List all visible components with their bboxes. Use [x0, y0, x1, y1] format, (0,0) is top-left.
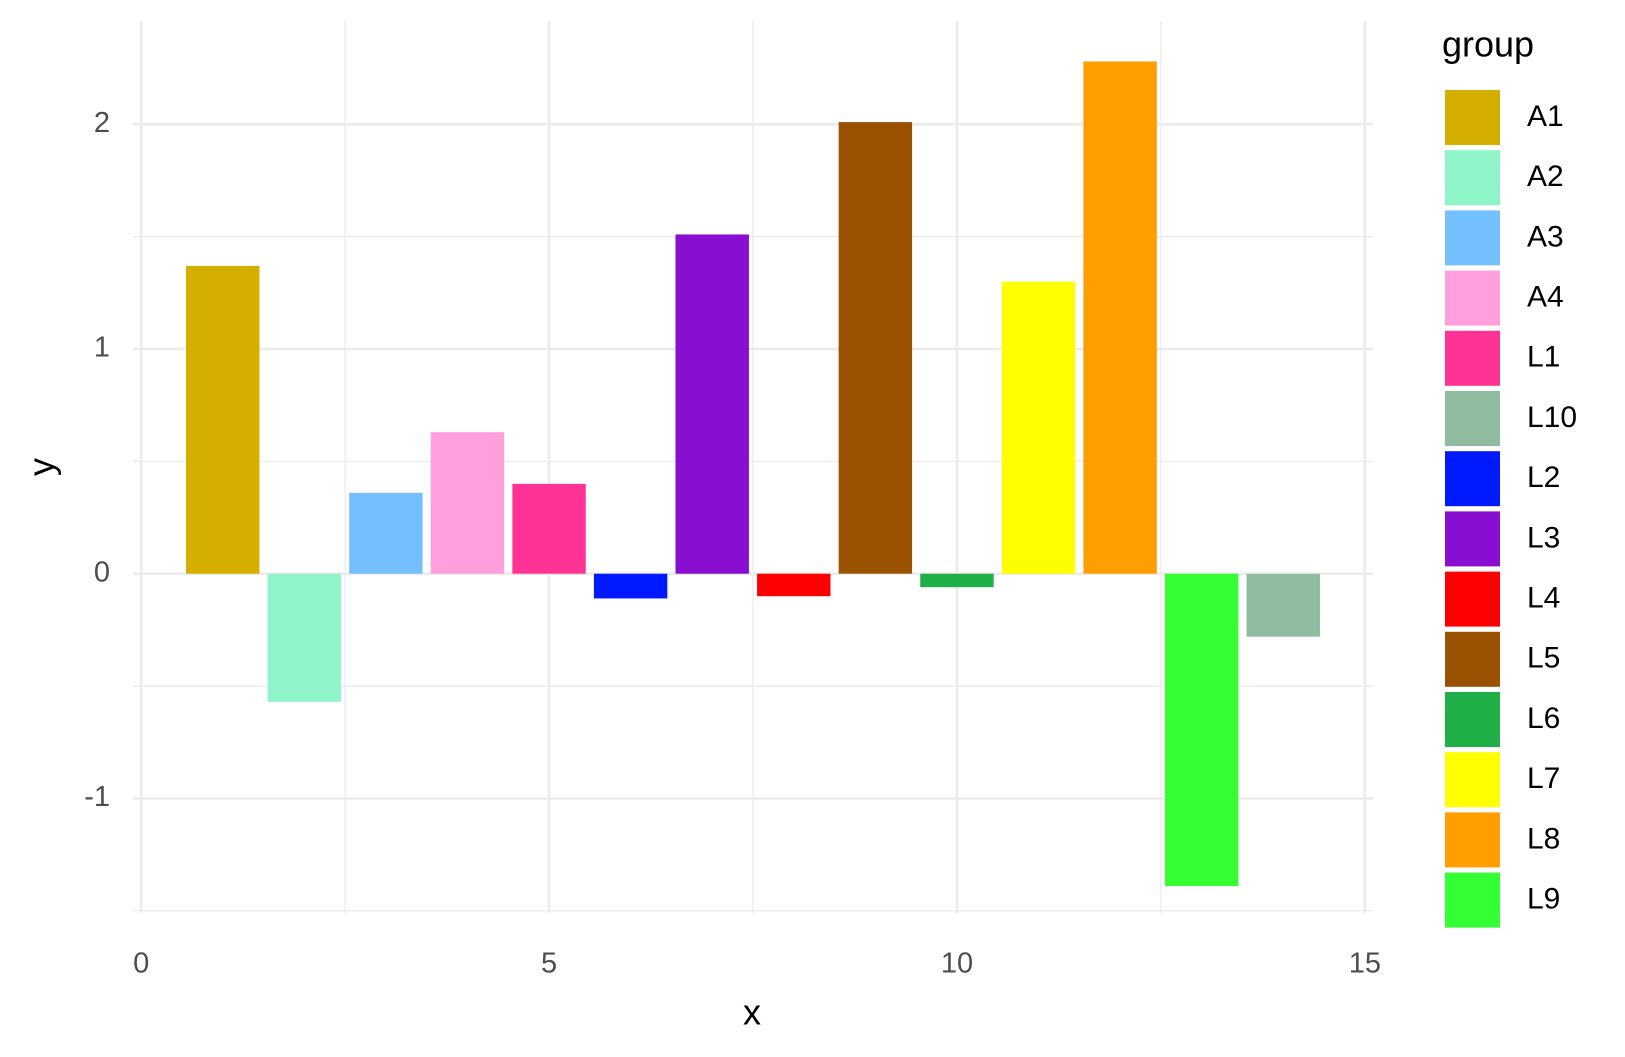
bar: [430, 432, 505, 574]
legend-key: [1445, 872, 1500, 928]
bar: [186, 265, 260, 574]
legend-key: [1445, 270, 1500, 326]
legend-key: [1445, 210, 1500, 266]
legend-label: L8: [1527, 822, 1560, 855]
legend-label: L6: [1527, 702, 1560, 735]
x-axis-title: x: [743, 992, 761, 1033]
bar: [512, 483, 586, 574]
legend-key: [1445, 90, 1500, 145]
bar: [757, 573, 831, 597]
legend-label: L2: [1527, 461, 1560, 494]
legend-label: L7: [1527, 762, 1560, 795]
legend-label: L1: [1527, 341, 1560, 374]
legend-label: L3: [1527, 521, 1560, 554]
legend-key: [1445, 812, 1500, 868]
legend-label: A3: [1527, 220, 1564, 253]
legend-key: [1445, 692, 1500, 747]
y-tick-label: -1: [84, 781, 110, 813]
legend-key: [1445, 571, 1500, 627]
legend-label: L9: [1527, 883, 1560, 916]
legend-label: A1: [1527, 100, 1564, 133]
legend-key: [1445, 631, 1500, 687]
legend-label: L10: [1527, 401, 1577, 434]
x-tick-label: 15: [1349, 948, 1381, 980]
x-tick-label: 10: [941, 948, 973, 980]
bar: [1164, 573, 1239, 887]
legend-key: [1445, 330, 1500, 386]
y-axis-title: y: [21, 458, 62, 476]
y-tick-label: 0: [94, 556, 110, 588]
y-tick-label: 1: [94, 332, 110, 364]
legend-label: L5: [1527, 642, 1560, 675]
legend-label: A2: [1527, 160, 1564, 193]
bar: [838, 122, 913, 574]
bar: [1246, 573, 1320, 637]
bar: [349, 492, 423, 574]
legend-label: A4: [1527, 281, 1564, 314]
legend-key: [1445, 150, 1500, 206]
legend-label: L4: [1527, 582, 1560, 615]
bar: [1083, 61, 1157, 574]
legend-key: [1445, 451, 1500, 507]
legend-title: group: [1442, 24, 1534, 65]
x-tick-label: 0: [133, 948, 149, 980]
bar: [675, 234, 749, 574]
legend-key: [1445, 511, 1500, 567]
bar: [920, 573, 994, 588]
x-tick-label: 5: [541, 948, 557, 980]
legend-key: [1445, 391, 1500, 446]
bar: [267, 573, 342, 702]
bar: [593, 573, 668, 599]
bar: [1001, 281, 1076, 574]
y-tick-label: 2: [94, 107, 110, 139]
legend-key: [1445, 752, 1500, 808]
